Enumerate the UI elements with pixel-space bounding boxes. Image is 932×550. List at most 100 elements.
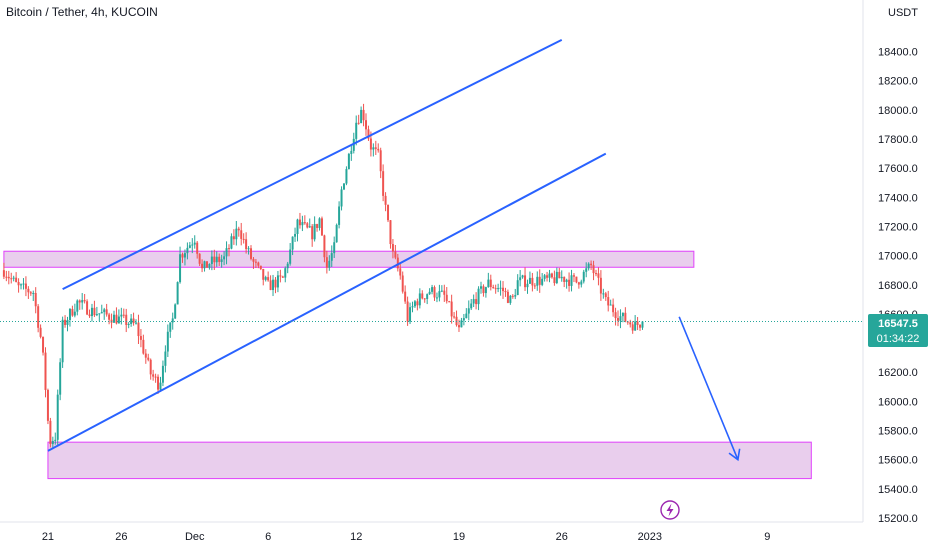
candle-body: [68, 308, 71, 321]
candle-body: [575, 276, 578, 283]
candle-body: [144, 353, 147, 358]
candle-body: [37, 306, 40, 328]
candle-body: [431, 287, 434, 292]
candle-body: [367, 129, 370, 139]
candle-body: [115, 314, 118, 324]
price-tick-label: 17000.0: [878, 251, 918, 263]
projection-arrow[interactable]: [678, 316, 741, 462]
price-tick-label: 17800.0: [878, 134, 918, 146]
support-zone[interactable]: [47, 441, 812, 480]
candle-body: [86, 301, 89, 315]
candle-body: [396, 257, 399, 269]
candle-body: [54, 439, 57, 441]
candle-body: [558, 271, 561, 279]
candles: [2, 103, 644, 449]
price-tick-label: 15200.0: [878, 513, 918, 525]
candle-body: [262, 269, 265, 280]
candle-body: [225, 248, 228, 257]
candle-body: [472, 299, 475, 304]
candle-body: [506, 291, 509, 303]
lightning-icon[interactable]: [660, 500, 680, 520]
candle-body: [531, 277, 534, 286]
candle-body: [183, 253, 186, 258]
candle-body: [232, 236, 235, 240]
candle-body: [93, 307, 96, 316]
candle-body: [617, 318, 620, 321]
candle-body: [242, 238, 245, 240]
candle-body: [61, 319, 64, 363]
candle-body: [122, 314, 125, 316]
candle-body: [95, 314, 98, 316]
candle-body: [555, 271, 558, 284]
candle-body: [357, 122, 360, 124]
candle-body: [191, 244, 194, 246]
candle-body: [325, 257, 328, 268]
candle-body: [139, 336, 142, 340]
candle-body: [179, 254, 182, 283]
candle-body: [411, 306, 414, 308]
candle-body: [157, 376, 160, 390]
candle-body: [502, 287, 505, 292]
price-axis[interactable]: USDT 15200.0 15400.0 15600.0 15800.0 16000.0…: [878, 7, 918, 525]
candle-body: [457, 325, 460, 328]
support-resistance-zones: [3, 250, 812, 480]
candle-body: [594, 273, 597, 275]
candle-body: [597, 273, 600, 278]
candle-body: [56, 394, 59, 440]
candle-body: [306, 223, 309, 228]
candle-body: [34, 292, 37, 307]
candle-body: [294, 233, 297, 237]
candle-body: [521, 275, 524, 278]
candle-body: [563, 276, 566, 282]
price-tick-label: 15800.0: [878, 426, 918, 438]
candle-body: [494, 288, 497, 290]
candle-body: [193, 242, 196, 245]
candle-body: [78, 300, 81, 303]
price-tick-label: 18400.0: [878, 47, 918, 59]
candle-body: [316, 224, 319, 228]
candle-body: [546, 275, 549, 278]
candle-body: [482, 286, 485, 294]
candle-body: [487, 279, 490, 288]
candle-body: [631, 324, 634, 331]
price-tick-label: 16200.0: [878, 367, 918, 379]
candle-body: [7, 276, 10, 279]
candle-body: [604, 293, 607, 298]
candle-body: [15, 277, 18, 283]
candle-body: [504, 291, 507, 293]
candle-body: [409, 307, 412, 322]
candle-body: [345, 169, 348, 184]
upper-channel-line[interactable]: [62, 38, 563, 291]
candle-body: [147, 357, 150, 360]
candle-body: [289, 249, 292, 264]
candle-body: [621, 312, 624, 317]
price-tick-label: 15400.0: [878, 484, 918, 496]
candle-body: [152, 374, 155, 377]
candle-body: [372, 147, 375, 150]
candle-body: [592, 265, 595, 274]
candle-body: [389, 220, 392, 245]
resistance-zone[interactable]: [3, 250, 695, 268]
candle-body: [171, 318, 174, 323]
candle-body: [423, 298, 426, 300]
candle-body: [612, 304, 615, 313]
last-price-label: 16547.5 01:34:22: [868, 314, 928, 347]
last-price-badge: [868, 314, 928, 347]
candle-body: [450, 301, 453, 317]
candle-body: [360, 109, 363, 124]
lower-channel-line[interactable]: [47, 152, 607, 452]
candle-body: [335, 224, 338, 243]
candle-body: [276, 275, 279, 288]
time-axis[interactable]: 21 26 Dec 6 12 19 26 2023 9: [42, 531, 771, 543]
price-tick-label: 16000.0: [878, 396, 918, 408]
candle-body: [213, 256, 216, 263]
candle-body: [460, 320, 463, 328]
candle-body: [149, 359, 152, 375]
candle-body: [303, 222, 306, 224]
trendlines[interactable]: [47, 38, 607, 452]
candle-body: [467, 308, 470, 314]
candle-body: [127, 323, 130, 325]
candle-body: [636, 321, 639, 325]
candle-body: [524, 275, 527, 288]
